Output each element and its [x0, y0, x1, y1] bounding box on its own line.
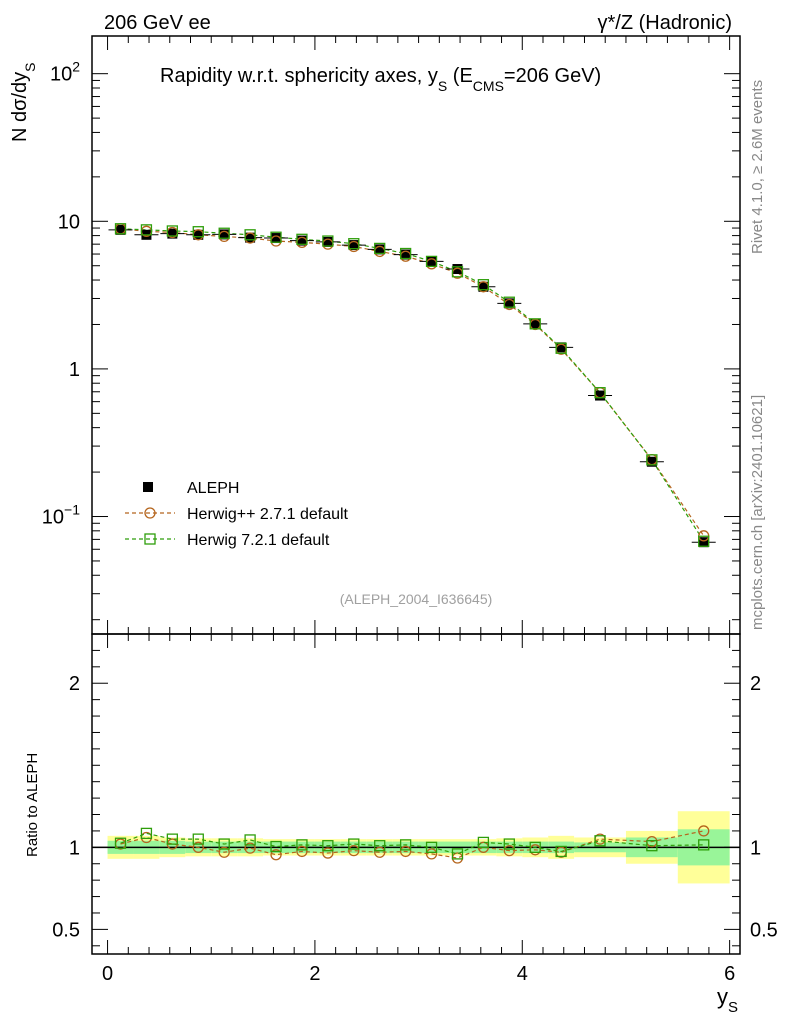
- mcplots-side-label: mcplots.cern.ch [arXiv:2401.10621]: [749, 395, 766, 630]
- main-point-open-square: [114, 223, 127, 235]
- ratio-point: [166, 833, 179, 845]
- header-left-label: 206 GeV ee: [104, 12, 211, 34]
- ratio-point: [348, 844, 360, 857]
- header-right-label: γ*/Z (Hadronic): [598, 12, 732, 34]
- ratio-point: [374, 840, 386, 852]
- main-point-open-square: [218, 227, 230, 239]
- main-y-axis-label: N dσ/dyS: [9, 63, 38, 143]
- main-point-open-square: [322, 235, 334, 247]
- legend-label: Herwig++ 2.7.1 default: [187, 506, 349, 523]
- ratio-point: [555, 845, 567, 858]
- main-point-open-square: [192, 226, 204, 238]
- ratio-point: [399, 839, 412, 851]
- main-point-open-square: [348, 238, 360, 250]
- ratio-point: [322, 847, 334, 859]
- ratio-y-tick-label-right: 2: [750, 673, 761, 695]
- axes-ticks: 0 2 4 6 102 10 1 10−1 0.5 0.5 1 1 2 2: [42, 36, 778, 985]
- analysis-id-watermark: (ALEPH_2004_I636645): [340, 591, 493, 607]
- x-tick-label: 6: [724, 963, 735, 985]
- main-point-open-square: [529, 318, 541, 330]
- legend-marker-aleph: [143, 482, 153, 492]
- ratio-point: [270, 840, 282, 853]
- ratio-point: [296, 845, 308, 858]
- ratio-point: [425, 841, 438, 853]
- main-point-open-square: [140, 224, 153, 236]
- ratio-point: [322, 840, 334, 852]
- main-point-open-square: [374, 242, 386, 255]
- ratio-y-tick-label: 0.5: [52, 919, 80, 941]
- ratio-point: [451, 848, 464, 860]
- main-point-open-square: [296, 233, 308, 245]
- legend-marker: [144, 533, 156, 545]
- main-point-open-square: [646, 454, 658, 466]
- ratio-point: [399, 845, 412, 858]
- main-point-open-square: [698, 535, 710, 547]
- x-tick-label: 4: [517, 963, 528, 985]
- ratio-y-axis-label: Ratio to ALEPH: [24, 753, 41, 857]
- main-point-open-square: [270, 231, 282, 243]
- ratio-point: [270, 849, 282, 861]
- ratio-y-tick-label: 1: [69, 837, 80, 859]
- ratio-y-tick-label-right: 0.5: [750, 919, 778, 941]
- ratio-point: [218, 846, 230, 858]
- main-y-tick-label: 10: [58, 211, 80, 233]
- ratio-y-tick-label-right: 1: [750, 837, 761, 859]
- ratio-point: [503, 844, 515, 857]
- ratio-point: [698, 839, 710, 851]
- main-point-open-square: [425, 255, 438, 268]
- x-tick-label: 0: [102, 963, 113, 985]
- svg-text:N dσ/dyS: N dσ/dyS: [9, 63, 38, 143]
- ratio-series-group: [114, 825, 710, 864]
- legend-label: ALEPH: [187, 480, 239, 497]
- main-y-tick-label: 1: [69, 359, 80, 381]
- main-point-open-square: [399, 247, 412, 260]
- main-point-open-square: [451, 266, 464, 278]
- ratio-point: [646, 840, 658, 852]
- ratio-point: [594, 835, 606, 847]
- main-point-open-square: [244, 229, 256, 241]
- main-point-open-square: [555, 342, 567, 354]
- ratio-plot-frame: [91, 633, 741, 955]
- ratio-point: [348, 838, 360, 850]
- main-series-group: [108, 223, 716, 548]
- ratio-point: [244, 834, 256, 846]
- ratio-point: [529, 841, 541, 853]
- legend-label: Herwig 7.2.1 default: [187, 532, 330, 549]
- main-point-open-square: [594, 387, 606, 399]
- ratio-point: [218, 838, 230, 850]
- ratio-point: [503, 838, 515, 850]
- legend-marker: [144, 507, 156, 519]
- main-point-open-square: [503, 296, 515, 308]
- ratio-uncertainty-bands: [92, 811, 740, 884]
- main-point-open-square: [166, 225, 179, 237]
- ratio-point: [296, 839, 308, 851]
- ratio-point: [698, 825, 710, 837]
- ratio-point: [425, 848, 438, 860]
- ratio-point: [114, 837, 127, 849]
- ratio-point: [140, 827, 153, 840]
- ratio-point: [192, 841, 204, 853]
- ratio-point: [192, 833, 204, 845]
- main-plot-title: Rapidity w.r.t. sphericity axes, yS (ECM…: [160, 65, 601, 94]
- ratio-y-tick-label: 2: [69, 673, 80, 695]
- x-axis-label: yS: [717, 984, 738, 1016]
- main-y-tick-label: 102: [50, 59, 80, 86]
- ratio-point: [374, 846, 386, 858]
- main-y-tick-label: 10−1: [42, 502, 80, 529]
- rivet-side-label: Rivet 4.1.0, ≥ 2.6M events: [749, 80, 766, 254]
- legend: ALEPH Herwig++ 2.7.1 default Herwig 7.2.1 …: [125, 480, 349, 549]
- ratio-point: [477, 836, 490, 849]
- x-tick-label: 2: [309, 963, 320, 985]
- main-point-open-square: [477, 279, 490, 291]
- ratio-point: [244, 842, 256, 854]
